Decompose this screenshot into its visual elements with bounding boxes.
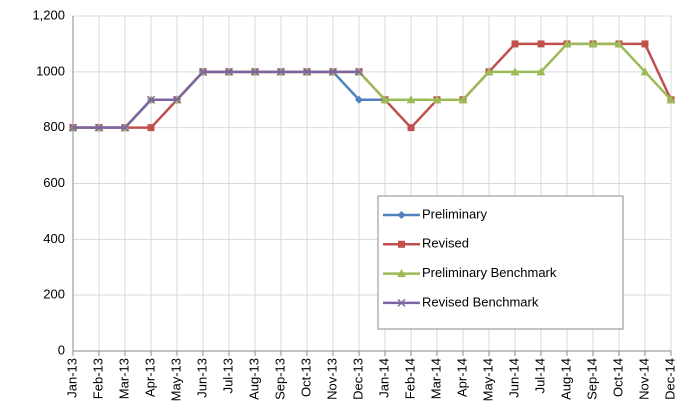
y-tick-label: 800 <box>43 119 65 134</box>
marker <box>397 211 406 219</box>
marker <box>484 67 494 76</box>
y-tick-label: 1,200 <box>32 7 65 22</box>
x-tick-label: Jun-14 <box>506 358 521 398</box>
x-tick-label: Sep-14 <box>584 358 599 400</box>
x-tick-label: Jun-13 <box>194 358 209 398</box>
marker <box>147 124 155 132</box>
x-tick-label: Sep-13 <box>272 358 287 400</box>
marker <box>354 67 364 76</box>
marker <box>380 95 390 104</box>
marker <box>120 123 130 132</box>
marker <box>146 95 156 104</box>
marker <box>536 67 546 76</box>
x-tick-label: Jan-14 <box>376 358 391 398</box>
marker <box>172 95 182 104</box>
x-tick-label: Nov-14 <box>636 358 651 400</box>
marker <box>511 40 519 48</box>
x-tick-label: May-13 <box>168 358 183 401</box>
x-tick-label: Nov-13 <box>324 358 339 400</box>
legend-label: Preliminary <box>422 206 488 221</box>
marker <box>250 67 260 76</box>
marker <box>641 40 649 48</box>
x-tick-label: Jul-14 <box>532 358 547 393</box>
marker <box>458 95 468 104</box>
x-tick-label: Aug-14 <box>558 358 573 400</box>
marker <box>432 95 442 104</box>
y-tick-label: 400 <box>43 231 65 246</box>
y-tick-label: 1000 <box>36 63 65 78</box>
marker <box>614 39 624 48</box>
marker <box>666 95 676 104</box>
marker <box>407 124 415 132</box>
marker <box>562 39 572 48</box>
marker <box>224 67 234 76</box>
x-tick-label: Oct-14 <box>610 358 625 397</box>
series-line <box>73 70 359 129</box>
marker <box>198 67 208 76</box>
x-tick-label: Dec-14 <box>662 358 677 400</box>
x-tick-label: May-14 <box>480 358 495 401</box>
x-tick-label: Mar-14 <box>428 358 443 399</box>
x-tick-label: Jan-13 <box>64 358 79 398</box>
x-tick-label: Apr-13 <box>142 358 157 397</box>
legend-label: Preliminary Benchmark <box>422 265 557 280</box>
marker <box>276 67 286 76</box>
series-lines <box>68 39 676 132</box>
x-tick-label: Jul-13 <box>220 358 235 393</box>
x-tick-label: Feb-13 <box>90 358 105 399</box>
marker <box>640 67 650 76</box>
axes: 0 200 400 600 800 1000 1,200 Jan-13 Feb-13 Mar-13… <box>32 7 677 401</box>
marker <box>406 95 416 104</box>
marker <box>94 123 104 132</box>
x-tick-label: Apr-14 <box>454 358 469 397</box>
x-tick-label: Dec-13 <box>350 358 365 400</box>
legend: Preliminary Revised Preliminary Benchmark R… <box>383 206 557 309</box>
marker <box>397 298 406 307</box>
marker <box>302 67 312 76</box>
legend-label: Revised Benchmark <box>422 294 539 309</box>
marker <box>397 269 406 278</box>
legend-label: Revised <box>422 236 469 251</box>
marker <box>510 67 520 76</box>
y-tick-label: 0 <box>58 342 65 357</box>
marker <box>355 95 363 104</box>
y-tick-label: 600 <box>43 175 65 190</box>
marker <box>398 240 405 248</box>
x-tick-label: Feb-14 <box>402 358 417 399</box>
x-tick-label: Mar-13 <box>116 358 131 399</box>
x-tick-label: Aug-13 <box>246 358 261 400</box>
x-tick-label: Oct-13 <box>298 358 313 397</box>
marker <box>328 67 338 76</box>
legend-box <box>377 195 624 330</box>
marker <box>588 39 598 48</box>
marker <box>537 40 545 48</box>
y-tick-label: 200 <box>43 287 65 302</box>
